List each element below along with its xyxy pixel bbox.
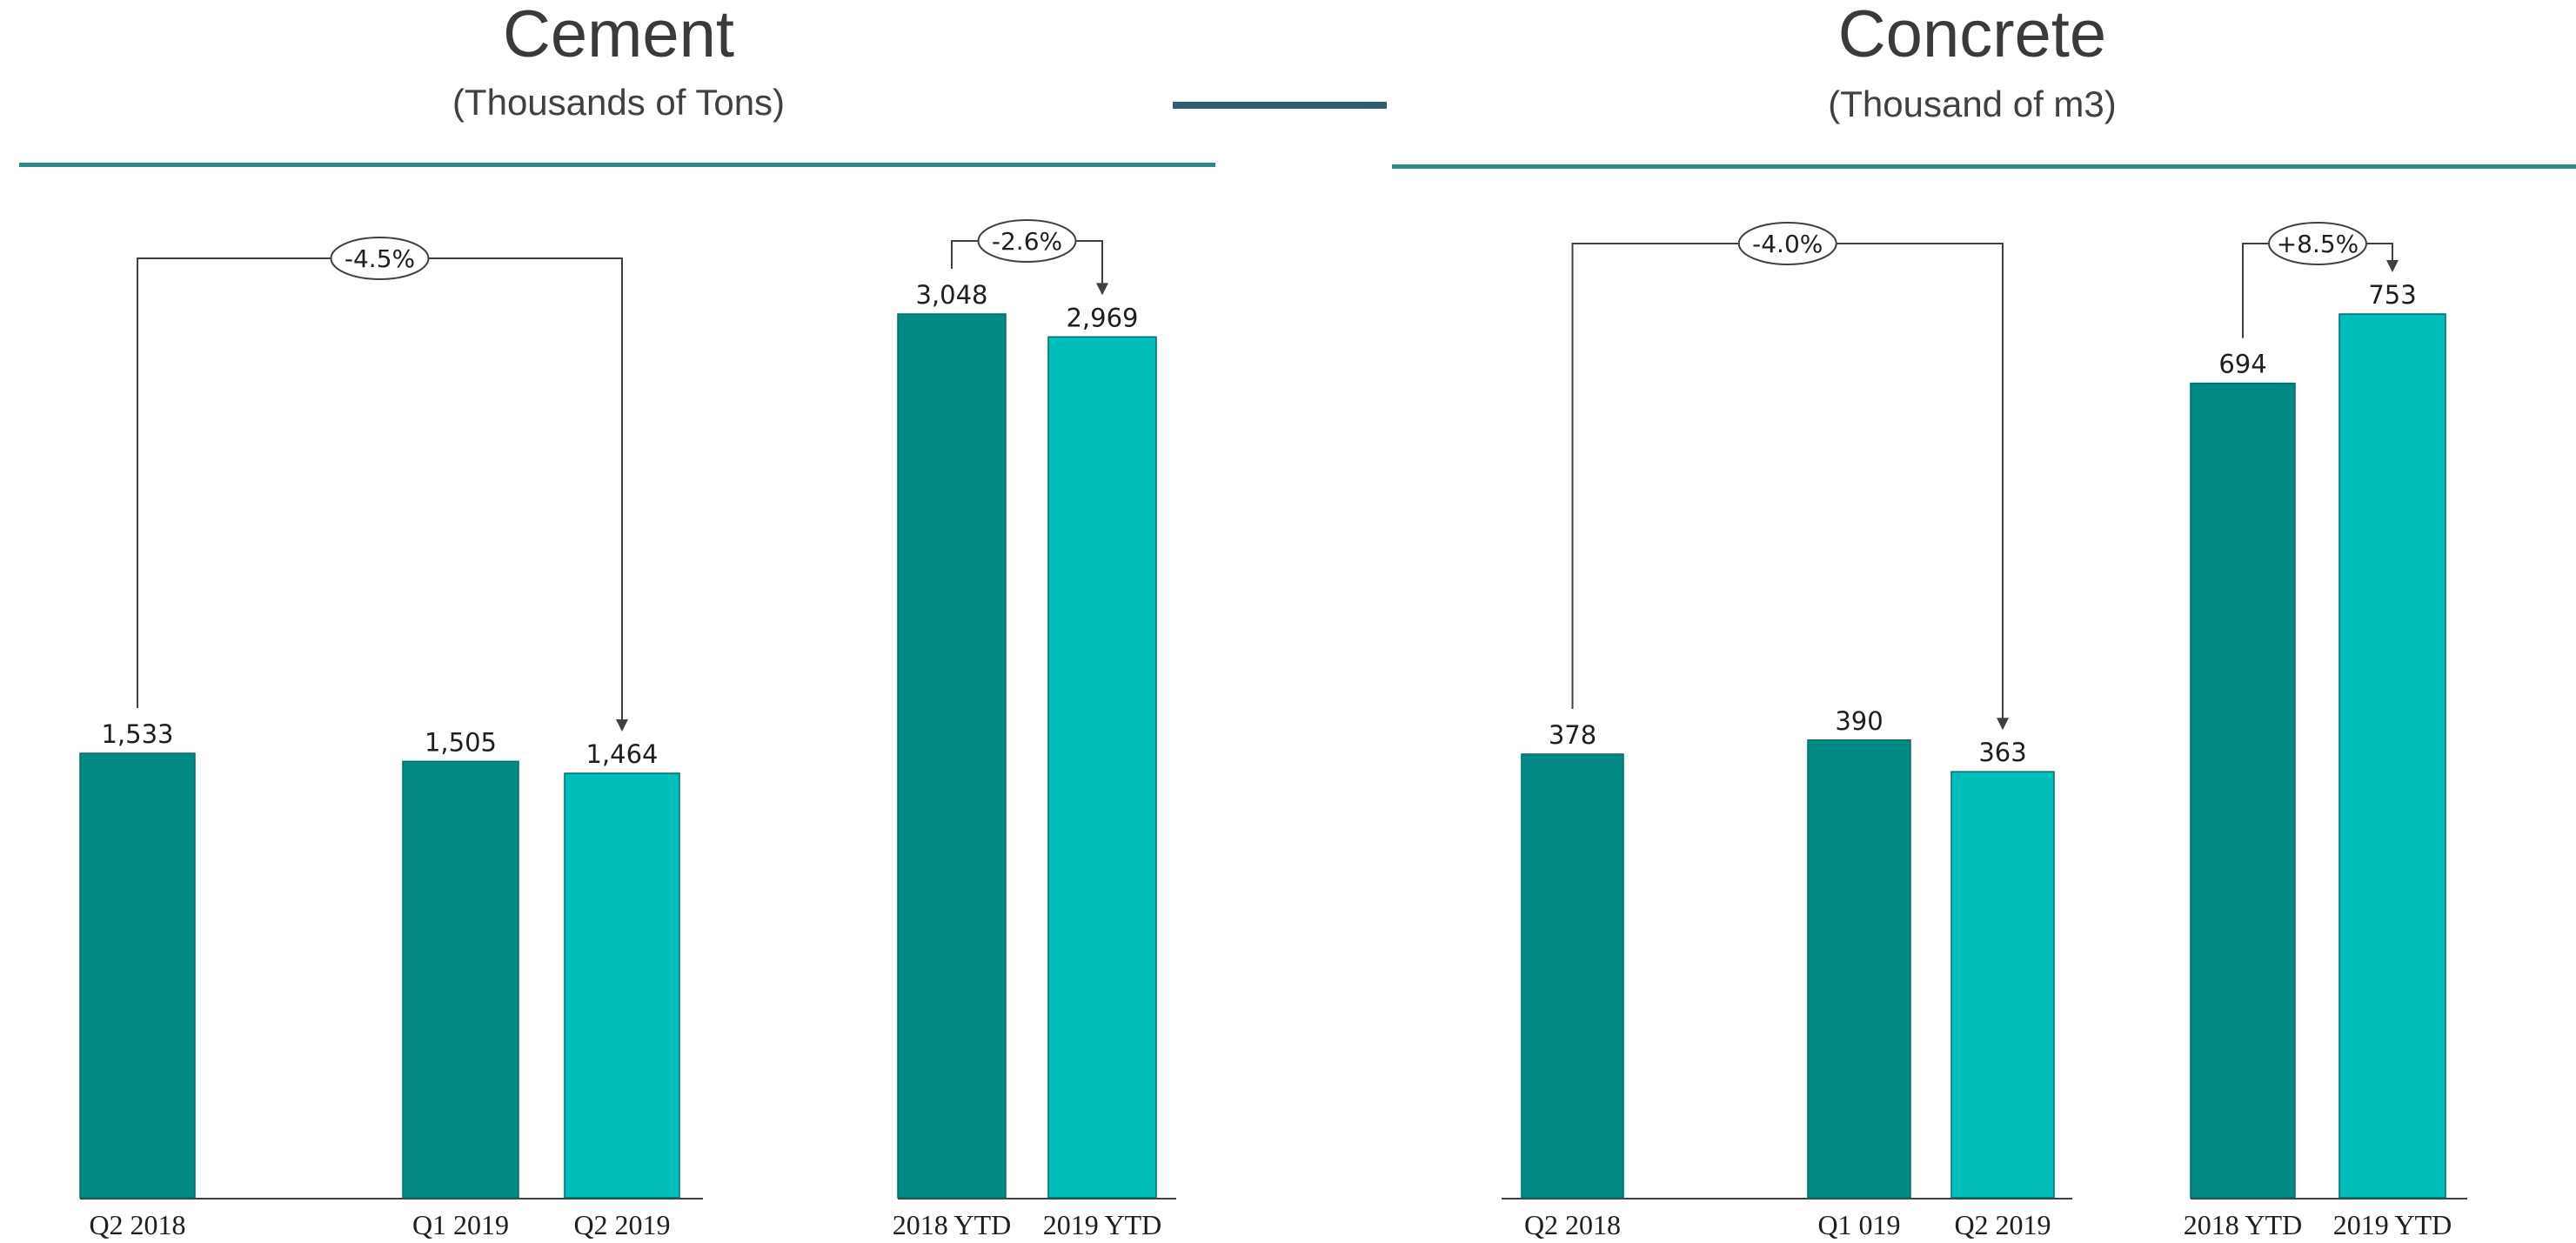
data-label: 694 (2218, 350, 2266, 379)
change-connector-line (137, 257, 623, 721)
cement-subtitle: (Thousands of Tons) (452, 82, 785, 123)
x-tick-label: 2018 YTD (2184, 1209, 2303, 1240)
x-tick-label: 2019 YTD (1043, 1209, 1162, 1240)
chart-cement: 1,533 Q2 2018 1,505 Q1 2019 1,464 Q2 2019 -4.5… (79, 219, 1176, 1240)
chart-concrete: 378 Q2 2018 390 Q1 019 363 Q2 2019 -4.0% 694 201… (1502, 222, 2467, 1240)
change-annotation: +8.5% (2242, 222, 2399, 338)
change-percent-label: -2.6% (992, 227, 1062, 256)
bar (79, 752, 196, 1199)
x-tick-label: Q1 019 (1817, 1209, 1900, 1240)
data-label: 363 (1978, 738, 2026, 767)
x-tick-label: Q2 2018 (89, 1209, 185, 1240)
bar-charts: 1,533 Q2 2018 1,505 Q1 2019 1,464 Q2 2019 -4.5… (79, 219, 2467, 1240)
change-percent-label: +8.5% (2277, 230, 2359, 258)
change-badge (1737, 222, 1837, 265)
bar-group-2: 3,048 2018 YTD 2,969 2019 YTD -2.6% (893, 219, 1176, 1240)
change-arrowhead (1096, 283, 1108, 296)
title-separator-bar (1173, 102, 1387, 109)
data-label: 1,464 (585, 739, 658, 769)
change-annotation: -2.6% (951, 219, 1108, 296)
bar (1047, 336, 1157, 1199)
x-tick-label: Q1 2019 (412, 1209, 509, 1240)
bar-group-1: 378 Q2 2018 390 Q1 019 363 Q2 2019 -4.0% (1502, 222, 2072, 1240)
change-percent-label: -4.5% (345, 244, 415, 273)
change-arrowhead (1997, 718, 2009, 731)
bar (2190, 382, 2296, 1199)
change-percent-label: -4.0% (1752, 230, 1823, 258)
x-tick-label: 2019 YTD (2333, 1209, 2452, 1240)
data-label: 378 (1549, 720, 1596, 750)
cement-header: Cement (Thousands of Tons) (19, 0, 1215, 167)
change-arrowhead (616, 719, 628, 732)
change-annotation: -4.0% (1571, 222, 2009, 731)
concrete-subtitle: (Thousand of m3) (1828, 84, 2117, 124)
change-connector-line (1571, 243, 2004, 720)
bar (897, 313, 1007, 1199)
x-tick-label: Q2 2019 (1954, 1209, 2051, 1240)
bar (2338, 313, 2446, 1199)
bar (564, 772, 680, 1199)
x-tick-label: Q2 2019 (573, 1209, 670, 1240)
x-tick-label: Q2 2018 (1524, 1209, 1621, 1240)
change-annotation: -4.5% (137, 237, 628, 732)
data-label: 1,505 (425, 727, 497, 757)
change-arrowhead (2386, 260, 2399, 272)
data-label: 390 (1835, 706, 1883, 736)
concrete-title-rule (1392, 164, 2576, 169)
change-badge (330, 237, 430, 280)
change-badge (2268, 222, 2367, 265)
bar-group-1: 1,533 Q2 2018 1,505 Q1 2019 1,464 Q2 2019 -4.5… (79, 237, 703, 1240)
bar (402, 760, 519, 1199)
concrete-header: Concrete (Thousand of m3) (1392, 0, 2576, 169)
data-label: 3,048 (915, 280, 987, 310)
concrete-title: Concrete (1838, 0, 2106, 71)
change-badge (977, 219, 1077, 263)
x-tick-label: 2018 YTD (893, 1209, 1012, 1240)
data-label: 753 (2368, 280, 2416, 310)
bar-group-2: 694 2018 YTD 753 2019 YTD +8.5% (2184, 222, 2467, 1240)
cement-title: Cement (503, 0, 734, 71)
bar (1521, 753, 1624, 1199)
bar (1807, 739, 1911, 1199)
bar (1950, 771, 2055, 1199)
data-label: 2,969 (1066, 303, 1138, 332)
cement-title-rule (19, 163, 1215, 167)
data-label: 1,533 (101, 719, 173, 749)
